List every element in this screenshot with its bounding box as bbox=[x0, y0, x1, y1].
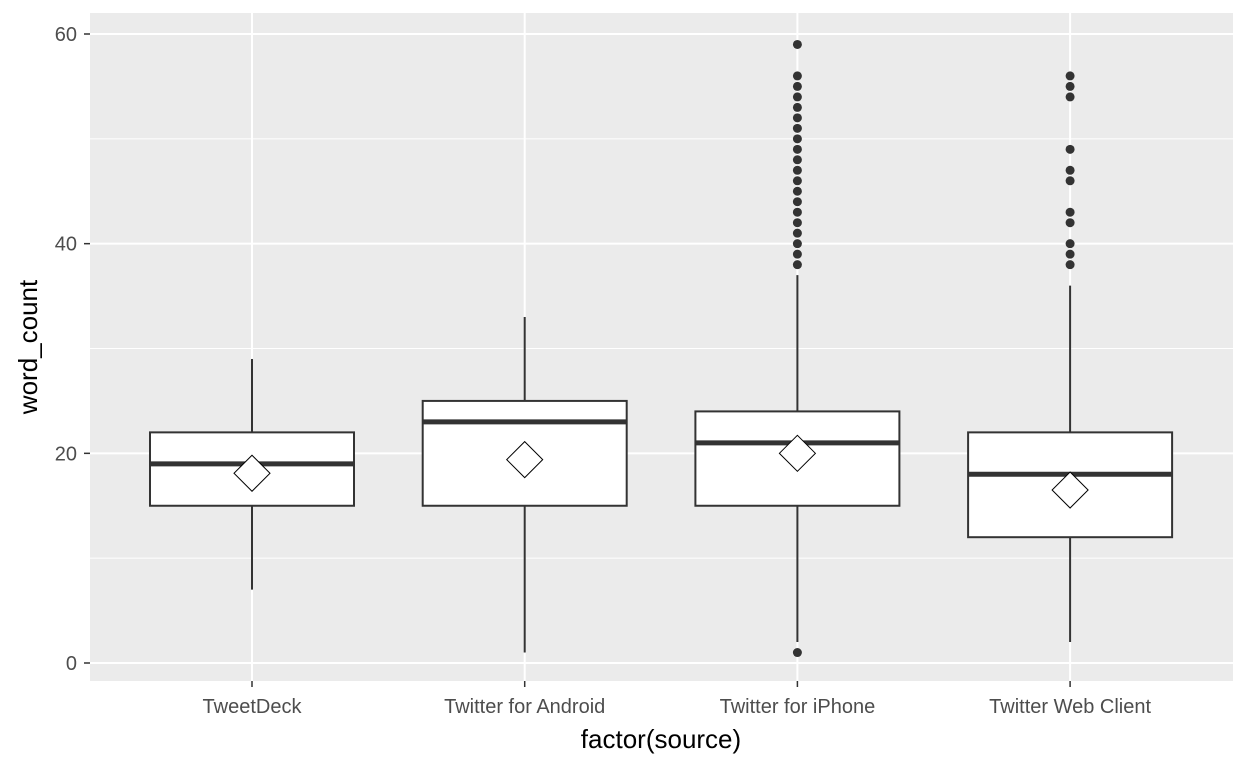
outlier-point bbox=[1065, 260, 1075, 270]
mean-diamond bbox=[233, 454, 271, 492]
outlier-point bbox=[792, 102, 802, 112]
x-tick-label: Twitter Web Client bbox=[989, 696, 1151, 718]
box-group bbox=[421, 317, 628, 653]
y-tick-label: 40 bbox=[55, 234, 77, 256]
y-tick-label: 0 bbox=[66, 653, 77, 675]
outlier-point bbox=[792, 239, 802, 249]
outlier-point bbox=[1065, 81, 1075, 91]
outlier-point bbox=[792, 176, 802, 186]
outlier-point bbox=[792, 155, 802, 165]
outlier-point bbox=[792, 197, 802, 207]
outlier-point bbox=[1065, 249, 1075, 259]
box-layer bbox=[149, 39, 1174, 658]
outlier-point bbox=[792, 39, 802, 49]
mean-diamond bbox=[778, 434, 817, 473]
outlier-point bbox=[792, 260, 802, 270]
x-axis-ticks: TweetDeck Twitter for Android Twitter for … bbox=[203, 681, 1151, 718]
outlier-point bbox=[792, 134, 802, 144]
outlier-point bbox=[1065, 207, 1075, 217]
x-axis-title: factor(source) bbox=[581, 724, 741, 754]
plot-panel bbox=[90, 13, 1233, 681]
outlier-point bbox=[1065, 165, 1075, 175]
minor-gridlines bbox=[90, 138, 1233, 559]
outlier-point bbox=[792, 218, 802, 228]
box-group bbox=[694, 39, 901, 658]
outlier-point bbox=[1065, 144, 1075, 154]
outlier-point bbox=[792, 648, 802, 658]
outlier-point bbox=[1065, 92, 1075, 102]
y-axis-ticks: 0 20 40 60 bbox=[55, 24, 90, 675]
outlier-point bbox=[792, 81, 802, 91]
outlier-point bbox=[792, 113, 802, 123]
outlier-point bbox=[1065, 176, 1075, 186]
x-tick-label: Twitter for Android bbox=[444, 696, 605, 718]
y-tick-label: 20 bbox=[55, 443, 77, 465]
outlier-point bbox=[792, 186, 802, 196]
y-tick-label: 60 bbox=[55, 24, 77, 46]
outlier-point bbox=[792, 249, 802, 259]
outlier-point bbox=[792, 92, 802, 102]
x-tick-label: Twitter for iPhone bbox=[720, 696, 876, 718]
outlier-point bbox=[792, 144, 802, 154]
y-axis-title: word_count bbox=[13, 279, 43, 415]
mean-diamond bbox=[505, 440, 544, 479]
x-tick-label: TweetDeck bbox=[203, 696, 303, 718]
outlier-point bbox=[792, 207, 802, 217]
mean-diamond bbox=[1051, 471, 1089, 509]
box-group bbox=[149, 358, 355, 590]
box-group bbox=[967, 71, 1174, 643]
outlier-point bbox=[1065, 239, 1075, 249]
outlier-point bbox=[792, 228, 802, 238]
outlier-point bbox=[1065, 71, 1075, 81]
outlier-point bbox=[1065, 218, 1075, 228]
outlier-point bbox=[792, 123, 802, 133]
outlier-point bbox=[792, 71, 802, 81]
outlier-point bbox=[792, 165, 802, 175]
